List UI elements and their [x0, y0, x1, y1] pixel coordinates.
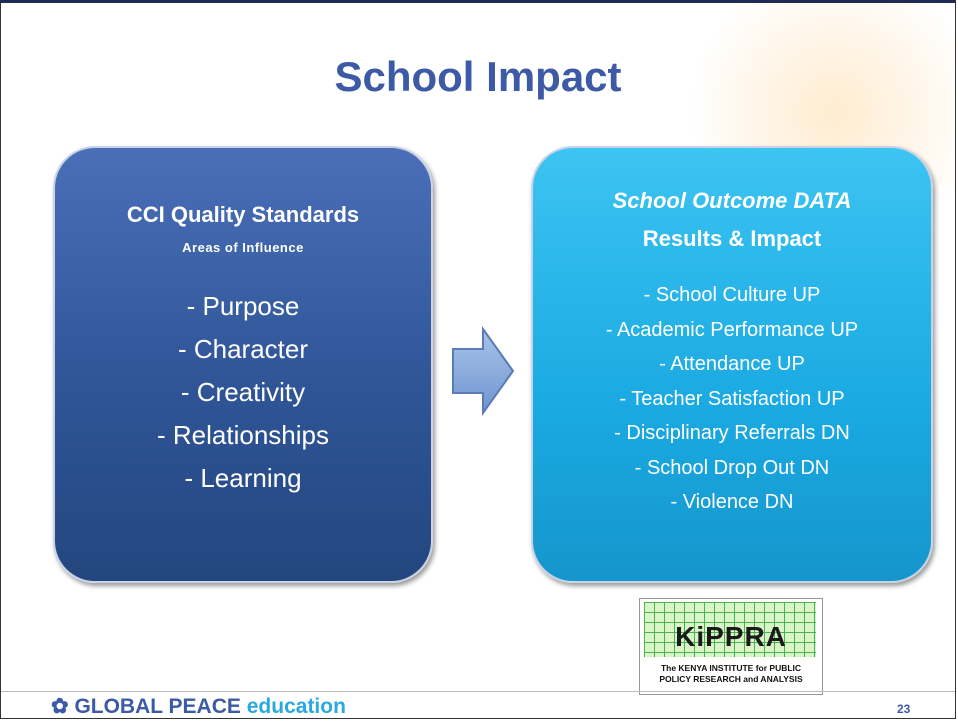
- logo: KiPPRA The KENYA INSTITUTE for PUBLIC PO…: [639, 598, 823, 695]
- list-item: - Creativity: [55, 371, 431, 414]
- list-item: - Learning: [55, 457, 431, 500]
- list-item: - School Drop Out DN: [533, 451, 931, 486]
- logo-caption-line: POLICY RESEARCH and ANALYSIS: [640, 674, 822, 685]
- brand-suffix: education: [247, 695, 346, 718]
- logo-name: KiPPRA: [640, 621, 822, 653]
- list-item: - Disciplinary Referrals DN: [533, 416, 931, 451]
- left-box-title: CCI Quality Standards: [55, 202, 431, 228]
- list-item: - Academic Performance UP: [533, 313, 931, 348]
- list-item: - Purpose: [55, 285, 431, 328]
- list-item: - Relationships: [55, 414, 431, 457]
- page-number: 23: [897, 702, 910, 716]
- right-items: - School Culture UP- Academic Performanc…: [533, 278, 931, 520]
- arrow: [449, 325, 517, 417]
- right-box-title: School Outcome DATA: [533, 188, 931, 214]
- right-box: School Outcome DATA Results & Impact - S…: [531, 146, 933, 583]
- footer-brand: ✿ GLOBAL PEACE education: [51, 694, 346, 719]
- left-box-subtitle: Areas of Influence: [55, 240, 431, 255]
- brand-name: GLOBAL PEACE: [74, 695, 240, 718]
- list-item: - Violence DN: [533, 485, 931, 520]
- footer-line: [1, 691, 955, 692]
- list-item: - Character: [55, 328, 431, 371]
- logo-caption-line: The KENYA INSTITUTE for PUBLIC: [640, 663, 822, 674]
- left-items: - Purpose- Character- Creativity- Relati…: [55, 285, 431, 500]
- list-item: - Teacher Satisfaction UP: [533, 382, 931, 417]
- logo-caption: The KENYA INSTITUTE for PUBLIC POLICY RE…: [640, 663, 822, 685]
- right-box-subtitle: Results & Impact: [533, 226, 931, 252]
- list-item: - Attendance UP: [533, 347, 931, 382]
- left-box: CCI Quality Standards Areas of Influence…: [53, 146, 433, 583]
- slide: School Impact CCI Quality Standards Area…: [0, 0, 956, 719]
- page: School Impact CCI Quality Standards Area…: [0, 0, 958, 721]
- slide-title: School Impact: [1, 53, 955, 101]
- list-item: - School Culture UP: [533, 278, 931, 313]
